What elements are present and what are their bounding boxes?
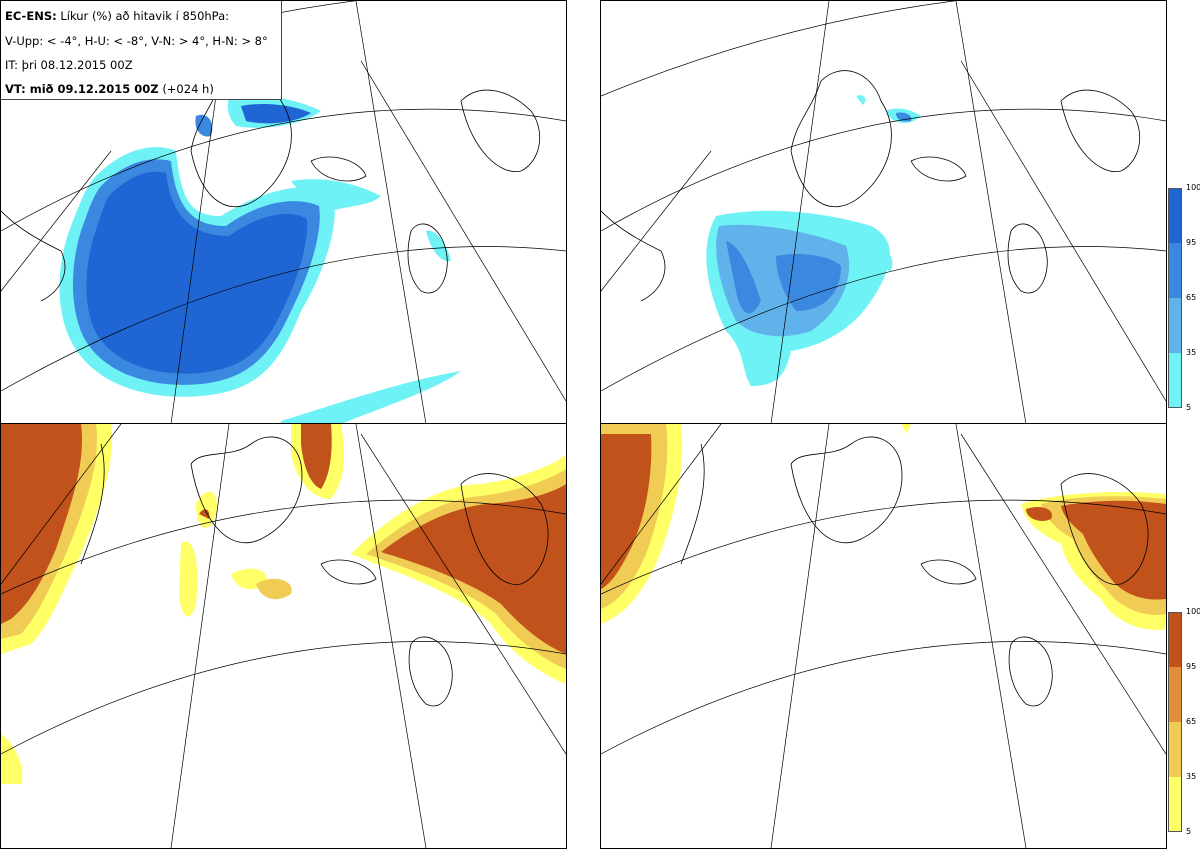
colorbar-tick-label: 65 bbox=[1186, 293, 1197, 302]
colorbar-tick-label: 35 bbox=[1186, 772, 1197, 781]
map-top-left bbox=[1, 1, 566, 424]
colorbar-segment bbox=[1168, 298, 1182, 353]
colorbar-segment bbox=[1168, 667, 1182, 722]
legend-model-label: EC-ENS: bbox=[5, 9, 57, 23]
colorbar-segment bbox=[1168, 612, 1182, 667]
colorbar-frame bbox=[1168, 188, 1182, 408]
colorbar-tick-label: 100 bbox=[1186, 607, 1200, 616]
map-bottom-right bbox=[601, 424, 1166, 848]
legend-title: Líkur (%) að hitavik í 850hPa: bbox=[60, 9, 230, 23]
colorbar-tick-label: 95 bbox=[1186, 662, 1197, 671]
colorbar-orange: 100 95 65 35 5 bbox=[1168, 608, 1200, 836]
colorbar-tick-label: 95 bbox=[1186, 238, 1197, 247]
colorbar-segment bbox=[1168, 777, 1182, 832]
legend-lead-time: (+024 h) bbox=[162, 82, 214, 96]
legend-line-4: VT: mið 09.12.2015 00Z (+024 h) bbox=[5, 82, 214, 96]
panel-bottom-right bbox=[600, 423, 1167, 849]
map-bottom-left bbox=[1, 424, 566, 848]
colorbar-segment bbox=[1168, 188, 1182, 243]
colorbar-segment bbox=[1168, 722, 1182, 777]
panel-top-left: EC-ENS: Líkur (%) að hitavik í 850hPa: V… bbox=[0, 0, 567, 425]
colorbar-tick-label: 65 bbox=[1186, 717, 1197, 726]
panel-top-right bbox=[600, 0, 1167, 425]
panel-bottom-left bbox=[0, 423, 567, 849]
legend-valid-time: VT: mið 09.12.2015 00Z bbox=[5, 82, 159, 96]
colorbar-segment bbox=[1168, 353, 1182, 408]
legend-line-3: IT: þri 08.12.2015 00Z bbox=[5, 58, 133, 72]
colorbar-tick-label: 5 bbox=[1186, 827, 1192, 836]
colorbar-tick-label: 35 bbox=[1186, 348, 1197, 357]
map-top-right bbox=[601, 1, 1166, 424]
legend-line-1: EC-ENS: Líkur (%) að hitavik í 850hPa: bbox=[5, 9, 229, 23]
legend-line-2: V-Upp: < -4°, H-U: < -8°, V-N: > 4°, H-N… bbox=[5, 34, 268, 48]
colorbar-blue: 100 95 65 35 5 bbox=[1168, 184, 1200, 412]
colorbar-tick-label: 5 bbox=[1186, 403, 1192, 412]
colorbar-frame bbox=[1168, 612, 1182, 832]
colorbar-tick-label: 100 bbox=[1186, 183, 1200, 192]
colorbar-segment bbox=[1168, 243, 1182, 298]
legend-box: EC-ENS: Líkur (%) að hitavik í 850hPa: V… bbox=[1, 1, 282, 100]
